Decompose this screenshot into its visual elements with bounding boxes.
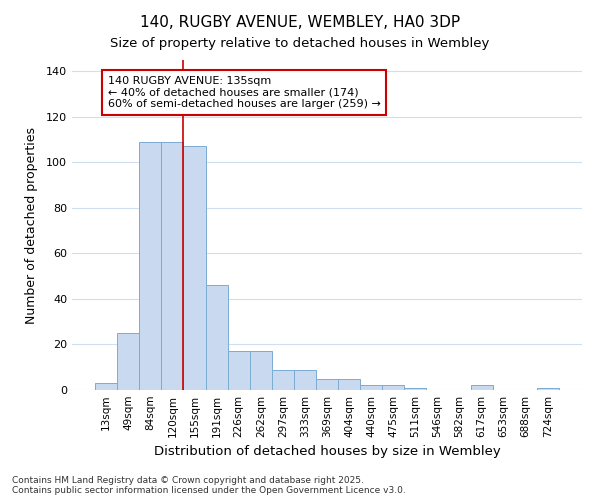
Text: Contains HM Land Registry data © Crown copyright and database right 2025.
Contai: Contains HM Land Registry data © Crown c…	[12, 476, 406, 495]
Bar	[161, 142, 184, 390]
Bar	[95, 383, 117, 390]
Text: Size of property relative to detached houses in Wembley: Size of property relative to detached ho…	[110, 38, 490, 51]
Bar	[338, 378, 360, 390]
Bar	[360, 386, 382, 390]
Bar	[470, 386, 493, 390]
Bar	[227, 352, 250, 390]
Bar	[250, 352, 272, 390]
X-axis label: Distribution of detached houses by size in Wembley: Distribution of detached houses by size …	[154, 446, 500, 458]
Bar	[139, 142, 161, 390]
Bar	[117, 333, 139, 390]
Y-axis label: Number of detached properties: Number of detached properties	[25, 126, 38, 324]
Bar	[404, 388, 427, 390]
Bar	[206, 286, 227, 390]
Bar	[382, 386, 404, 390]
Text: 140 RUGBY AVENUE: 135sqm
← 40% of detached houses are smaller (174)
60% of semi-: 140 RUGBY AVENUE: 135sqm ← 40% of detach…	[108, 76, 381, 109]
Bar	[294, 370, 316, 390]
Bar	[316, 378, 338, 390]
Bar	[272, 370, 294, 390]
Bar	[537, 388, 559, 390]
Bar	[184, 146, 206, 390]
Text: 140, RUGBY AVENUE, WEMBLEY, HA0 3DP: 140, RUGBY AVENUE, WEMBLEY, HA0 3DP	[140, 15, 460, 30]
